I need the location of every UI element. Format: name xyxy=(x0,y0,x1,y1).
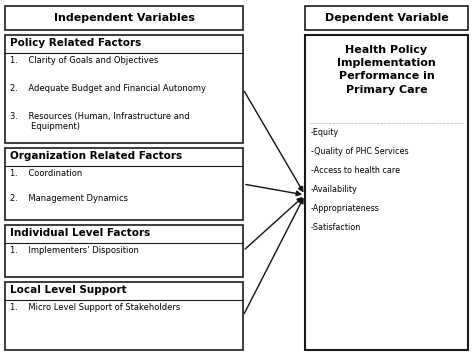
Text: Dependent Variable: Dependent Variable xyxy=(325,13,448,23)
Text: Local Level Support: Local Level Support xyxy=(10,285,127,295)
Bar xyxy=(5,225,243,277)
Text: -Satisfaction: -Satisfaction xyxy=(311,223,361,232)
Bar xyxy=(305,35,468,350)
Text: 1.    Clarity of Goals and Objectives: 1. Clarity of Goals and Objectives xyxy=(10,56,158,65)
Text: 2.    Adequate Budget and Financial Autonomy: 2. Adequate Budget and Financial Autonom… xyxy=(10,84,206,93)
Bar xyxy=(5,35,243,143)
Text: 3.    Resources (Human, Infrastructure and
        Equipment): 3. Resources (Human, Infrastructure and … xyxy=(10,112,190,131)
Bar xyxy=(5,148,243,220)
Text: -Quality of PHC Services: -Quality of PHC Services xyxy=(311,147,409,156)
Text: -Appropriateness: -Appropriateness xyxy=(311,204,380,213)
Text: Independent Variables: Independent Variables xyxy=(54,13,194,23)
Bar xyxy=(5,6,243,30)
Text: 1.    Coordination: 1. Coordination xyxy=(10,169,82,178)
Text: 1.    Implementers’ Disposition: 1. Implementers’ Disposition xyxy=(10,246,139,255)
Text: Organization Related Factors: Organization Related Factors xyxy=(10,151,182,161)
Text: 1.    Micro Level Support of Stakeholders: 1. Micro Level Support of Stakeholders xyxy=(10,303,180,312)
Text: -Availability: -Availability xyxy=(311,185,358,194)
Text: -Equity: -Equity xyxy=(311,128,339,137)
Bar xyxy=(305,6,468,30)
Bar xyxy=(5,282,243,350)
Text: Policy Related Factors: Policy Related Factors xyxy=(10,38,141,48)
Text: Individual Level Factors: Individual Level Factors xyxy=(10,228,150,238)
Text: Health Policy
Implementation
Performance in
Primary Care: Health Policy Implementation Performance… xyxy=(337,45,436,95)
Text: 2.    Management Dynamics: 2. Management Dynamics xyxy=(10,194,128,203)
Text: -Access to health care: -Access to health care xyxy=(311,166,400,175)
